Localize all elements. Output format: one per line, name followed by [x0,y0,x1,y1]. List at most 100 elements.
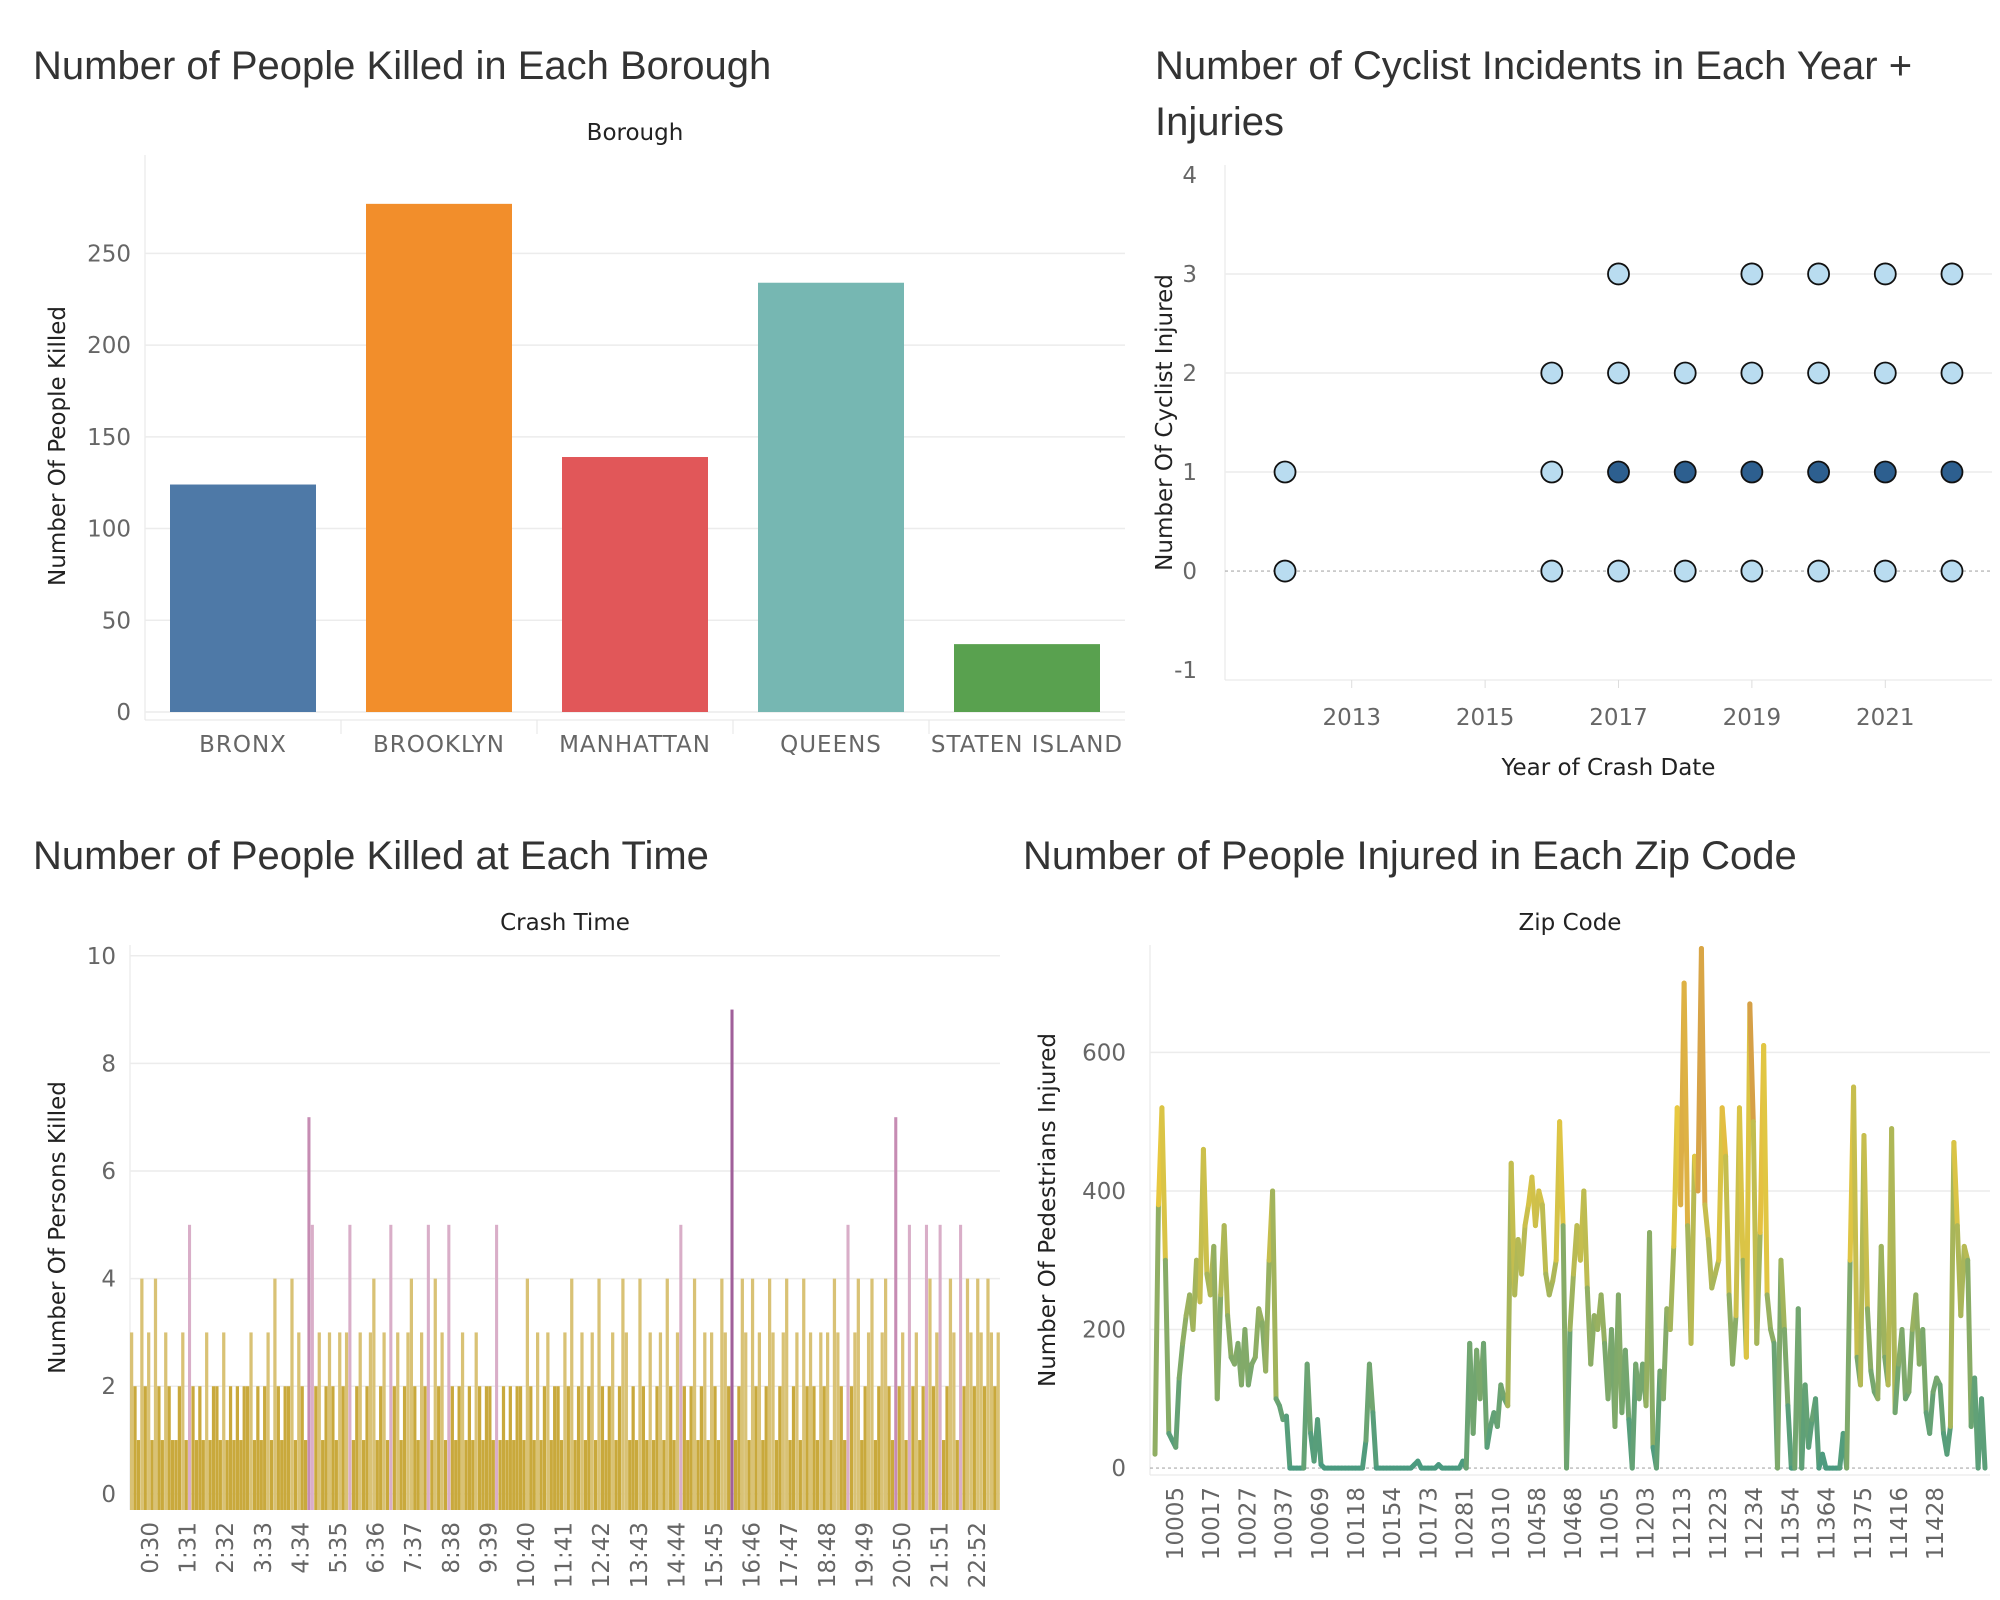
bar [856,1278,860,1510]
y-axis-title: Number Of Persons Killed [45,1081,71,1374]
series-line-segment [1906,1327,1915,1395]
bar [447,1224,451,1510]
bar [945,1386,949,1510]
scatter-point [1607,460,1630,484]
bar [604,1440,608,1510]
bar [747,1440,751,1510]
bar [894,1117,898,1510]
bar [396,1332,400,1510]
bar [573,1440,577,1510]
bar [843,1440,847,1510]
bar [710,1332,714,1510]
bar [539,1440,543,1510]
bar [758,282,904,712]
x-tick-label: 2015 [1456,705,1515,731]
bar [300,1386,304,1510]
bar [829,1440,833,1510]
bar [355,1386,359,1510]
bar [133,1386,137,1510]
bar [297,1332,301,1510]
series-line-segment [1550,1257,1559,1284]
y-tick-label: 200 [87,333,131,359]
bar [972,1386,976,1510]
series-line-segment [1564,1327,1573,1471]
bar [310,1224,314,1510]
chart-title-cyclist: Number of Cyclist Incidents in Each Year… [1155,44,1913,144]
bar [515,1386,519,1510]
bar [645,1440,649,1510]
y-tick-label: -1 [1174,658,1197,684]
x-tick-label: 4:34 [288,1522,314,1574]
bar [955,1440,959,1510]
bar [327,1332,332,1510]
bar [222,1332,226,1510]
bar [348,1224,352,1510]
bar [737,1386,741,1510]
scatter-point [1540,361,1564,385]
scatter-point [1940,460,1964,484]
bar [757,1332,762,1510]
bar [669,1386,673,1510]
bar [662,1440,666,1510]
bar [191,1386,195,1510]
series-line-segment [1567,1271,1576,1333]
series-line-segment [1270,1188,1279,1402]
bar [774,1440,779,1510]
bar [130,1332,134,1510]
bar [385,1440,390,1510]
bar [379,1386,383,1510]
bar [433,1278,437,1510]
bar [232,1440,236,1510]
x-tick-label: 10027 [1235,1487,1261,1560]
bar [211,1386,216,1510]
series-line-segment [1944,1424,1953,1457]
bar [918,1440,922,1510]
bar [768,1278,772,1510]
bar [723,1332,727,1510]
y-tick-label: 100 [87,517,131,543]
bar [164,1332,168,1510]
bar [791,1386,796,1510]
x-tick-label: 10118 [1344,1487,1370,1560]
series-line-segment [1245,1361,1255,1388]
bar [907,1224,911,1510]
series-line-segment [1764,1292,1774,1333]
y-tick-label: 8 [101,1051,116,1077]
series-line-segment [1598,1292,1608,1346]
scatter-point [1807,262,1830,286]
bar [904,1440,908,1510]
series-line-segment [1747,1001,1756,1125]
bar [914,1332,918,1510]
y-tick-label: 1 [1182,460,1197,486]
bar [600,1386,605,1510]
series-line-segment [1705,1236,1715,1291]
bar [785,1278,789,1510]
bar [795,1332,799,1510]
bar [365,1386,369,1510]
bar [498,1440,502,1510]
x-tick-label: 2013 [1322,705,1381,731]
x-tick-label: BRONX [199,732,287,758]
series-line-segment [1761,1042,1770,1298]
bar [334,1440,338,1510]
bar [140,1278,144,1510]
y-tick-label: 4 [1182,163,1197,189]
series-line-segment [1366,1361,1376,1416]
bar [522,1440,526,1510]
chart-cyclist: -1 0 1 2 3 4 2013 2015 2017 2019 2021 Year of Crash… [1152,163,1992,781]
bar [559,1440,564,1510]
bar [607,1386,611,1510]
bar [170,484,316,712]
chart-title-time: Number of People Killed at Each Time [33,834,709,878]
x-tick-label: 21:51 [928,1522,954,1588]
x-tick-label: 10458 [1525,1487,1551,1560]
bar [873,1440,878,1510]
bar [454,1440,458,1510]
chart-borough: 0 50 100 150 200 250 BRONX BROOKLYN MANHATTAN QUE… [45,120,1125,758]
y-tick-label: 250 [87,241,131,267]
x-tick-label: 14:44 [664,1522,690,1588]
bar [317,1332,321,1510]
scatter-point [1873,262,1897,286]
series-line-segment [1221,1223,1231,1319]
series-line-segment [1927,1389,1936,1436]
